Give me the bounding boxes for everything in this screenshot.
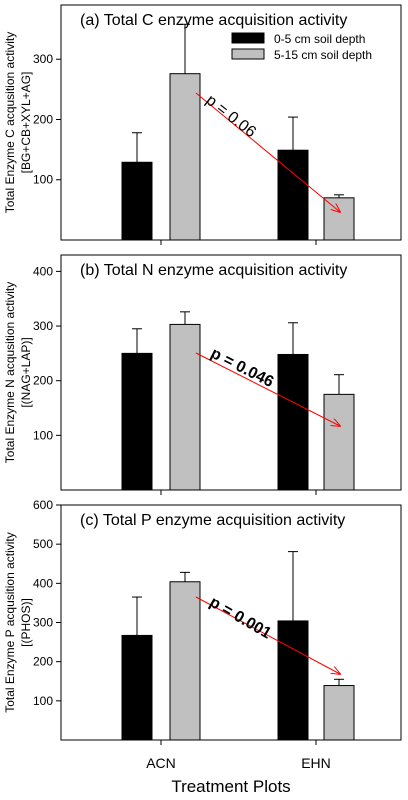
y-tick-label: 100 (33, 173, 53, 187)
y-tick-label: 400 (33, 264, 53, 278)
legend-swatch (231, 48, 265, 60)
trend-arrow (195, 92, 340, 212)
y-axis-label: Total Enzyme N acqusition activity (3, 282, 17, 463)
bar (121, 634, 153, 741)
p-value-annotation: p = 0.06 (203, 92, 259, 141)
bar (169, 581, 201, 741)
y-axis-label: Total Enzyme C acqusition activity (3, 32, 17, 213)
bar (323, 685, 355, 741)
y-axis-label: [(PHOS)] (19, 598, 33, 647)
y-axis-label: Total Enzyme P acqusition activity (3, 532, 17, 713)
y-tick-label: 500 (33, 537, 53, 551)
plot-frame (60, 254, 402, 491)
p-value-annotation: p = 0.001 (207, 594, 275, 643)
y-tick-label: 100 (33, 694, 53, 708)
x-axis-label: Treatment Plots (171, 777, 290, 796)
bar (323, 197, 355, 241)
bar (121, 352, 153, 491)
p-value-annotation: p = 0.046 (208, 345, 276, 391)
y-tick-label: 200 (33, 655, 53, 669)
y-tick-label: 100 (33, 428, 53, 442)
panel-title: (b) Total N enzyme acquisition activity (80, 262, 347, 279)
trend-arrow (195, 352, 340, 426)
legend-label: 5-15 cm soil depth (274, 48, 372, 62)
y-tick-label: 300 (33, 319, 53, 333)
panel-c: 100 200 300 400 500 600 (c) Total P enzyme acq… (3, 498, 402, 771)
panel-title: (c) Total P enzyme acquisition activity (80, 512, 345, 529)
x-category-label: EHN (301, 755, 331, 771)
y-axis-label: [BG+CB+XYL+AG] (19, 72, 33, 174)
y-tick-label: 400 (33, 576, 53, 590)
y-axis-label: [(NAG+LAP)] (19, 337, 33, 407)
y-tick-label: 600 (33, 498, 53, 512)
panel-title: (a) Total C enzyme acquisition activity (80, 12, 347, 29)
bar (277, 620, 309, 741)
legend-swatch (231, 32, 265, 44)
panel-b: 100 200 300 400 (b) Total N enzyme acquisiti… (3, 254, 402, 495)
bar (323, 393, 355, 491)
bar (277, 353, 309, 491)
bar (169, 73, 201, 241)
x-category-label: ACN (146, 755, 176, 771)
plot-frame (60, 4, 402, 241)
bar (121, 161, 153, 241)
y-tick-label: 300 (33, 52, 53, 66)
y-tick-label: 200 (33, 374, 53, 388)
bar (169, 323, 201, 491)
y-tick-label: 200 (33, 112, 53, 126)
panel-a: 100 200 300 (a) Total C enzyme acquisition … (3, 4, 402, 245)
legend-label: 0-5 cm soil depth (274, 32, 365, 46)
trend-arrow (195, 596, 340, 674)
y-tick-label: 300 (33, 616, 53, 630)
bar (277, 149, 309, 241)
